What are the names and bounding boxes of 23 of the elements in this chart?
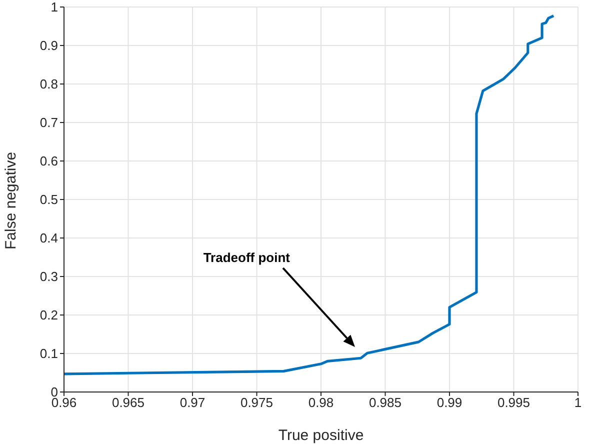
y-tick-label: 0.5 — [40, 192, 58, 208]
y-tick-label: 0.7 — [40, 115, 58, 130]
x-tick-label: 0.97 — [180, 395, 206, 410]
x-tick-label: 0.995 — [497, 395, 530, 410]
x-tick-label: 0.975 — [240, 395, 274, 410]
line-series — [64, 14, 555, 376]
annotation: Tradeoff point — [203, 250, 291, 265]
y-tick-label: 0.8 — [40, 76, 58, 92]
y-tick-label: 1 — [50, 0, 58, 15]
x-tick-label: 1 — [574, 395, 582, 410]
y-axis-title: False negative — [2, 152, 20, 250]
x-axis-title: True positive — [278, 427, 364, 444]
y-tick-label: 0.3 — [40, 269, 58, 284]
x-tick-label: 0.985 — [368, 395, 402, 410]
y-tick-label: 0.2 — [40, 308, 58, 323]
y-tick-label: 0.1 — [40, 346, 58, 362]
x-tick-label: 0.96 — [51, 395, 77, 410]
y-tick-label: 0.9 — [40, 38, 58, 54]
x-tick-label: 0.98 — [308, 395, 334, 410]
y-tick-label: 0.4 — [40, 230, 58, 246]
y-tick-label: 0.6 — [40, 154, 58, 169]
x-tick-label: 0.99 — [436, 395, 462, 410]
x-tick-label: 0.965 — [112, 395, 145, 410]
